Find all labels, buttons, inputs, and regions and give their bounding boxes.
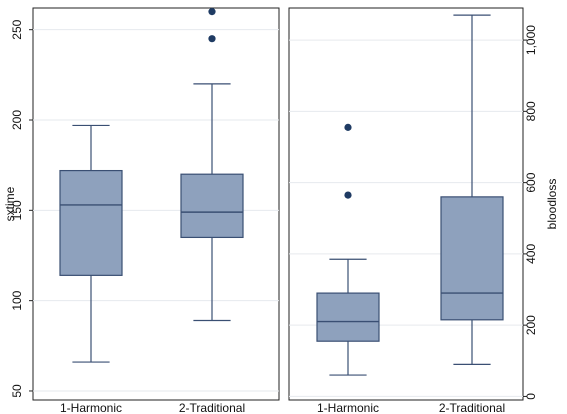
bloodloss-y-ticks: 0 200 400 600 800 1,000 [523, 25, 538, 400]
sxtime-outlier-point [208, 35, 216, 43]
bloodloss-panel: 0 200 400 600 800 1,000 1-Harmonic 2-Tradition… [288, 7, 559, 414]
bloodloss-box [316, 292, 380, 342]
sxtime-category-label: 1-Harmonic [60, 401, 122, 414]
sxtime-y-axis-title: sxtime [3, 186, 17, 221]
sxtime-y-tick-label: 150 [10, 200, 24, 220]
bloodloss-y-tick-label: 1,000 [524, 25, 538, 55]
bloodloss-boxes [316, 14, 504, 376]
sxtime-panel: 50 100 150 200 250 1-Harmonic 2-Traditional s… [3, 7, 280, 414]
sxtime-category-label: 2-Traditional [179, 401, 245, 414]
bloodloss-y-tick-label: 400 [524, 244, 538, 264]
bloodloss-y-axis-title: bloodloss [545, 179, 559, 230]
sxtime-y-tick-label: 50 [10, 384, 24, 398]
bloodloss-category-label: 1-Harmonic [317, 401, 379, 414]
bloodloss-outlier-point [344, 123, 352, 131]
sxtime-box [180, 173, 244, 239]
bloodloss-box [440, 196, 504, 321]
sxtime-y-tick-label: 250 [10, 19, 24, 39]
bloodloss-category-labels: 1-Harmonic 2-Traditional [317, 401, 505, 414]
sxtime-outlier-point [208, 8, 216, 16]
bloodloss-y-tick-label: 200 [524, 315, 538, 335]
sxtime-box [59, 169, 123, 276]
sxtime-boxes [59, 8, 244, 363]
bloodloss-category-label: 2-Traditional [439, 401, 505, 414]
sxtime-y-tick-label: 200 [10, 110, 24, 130]
sxtime-y-tick-label: 100 [10, 290, 24, 310]
sxtime-category-labels: 1-Harmonic 2-Traditional [60, 401, 245, 414]
bloodloss-outlier-point [344, 191, 352, 199]
bloodloss-y-tick-label: 800 [524, 101, 538, 121]
bloodloss-y-tick-label: 600 [524, 172, 538, 192]
sxtime-y-ticks: 50 100 150 200 250 [10, 19, 33, 398]
bloodloss-y-tick-label: 0 [524, 393, 538, 400]
